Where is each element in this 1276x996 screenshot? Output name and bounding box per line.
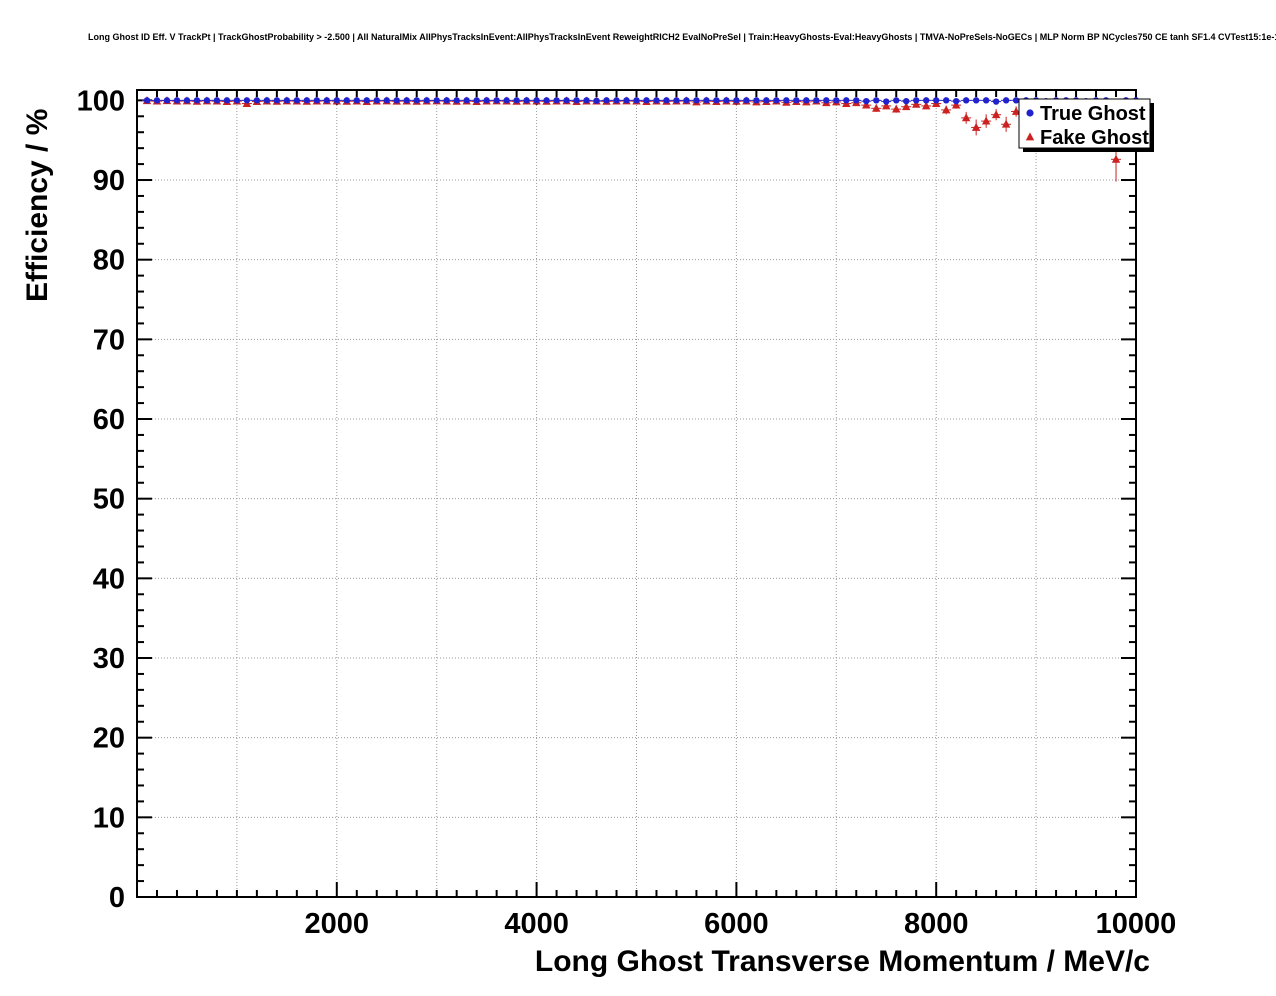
svg-text:50: 50 <box>93 484 125 516</box>
legend-marker-true-ghost-circle-icon <box>1026 109 1034 117</box>
y-tick-labels: 0 10 20 30 40 50 60 70 80 90 100 <box>77 85 125 914</box>
x-tick-labels: 2000 4000 6000 8000 10000 <box>305 908 1177 940</box>
plot-frame <box>136 89 1137 898</box>
svg-text:10000: 10000 <box>1096 908 1177 940</box>
axis-ticks <box>137 90 1137 898</box>
svg-text:40: 40 <box>93 563 125 595</box>
legend-marker-fake-ghost-triangle-icon <box>1025 132 1035 141</box>
svg-text:80: 80 <box>93 245 125 277</box>
svg-text:90: 90 <box>93 165 125 197</box>
gridlines <box>137 90 1137 897</box>
legend-label-true-ghost: True Ghost <box>1040 103 1146 125</box>
x-axis-title: Long Ghost Transverse Momentum / MeV/c <box>535 945 1150 978</box>
svg-text:8000: 8000 <box>904 908 969 940</box>
series-fake-ghost <box>141 96 1141 182</box>
svg-text:6000: 6000 <box>704 908 769 940</box>
svg-text:2000: 2000 <box>305 908 370 940</box>
y-axis-title: Efficiency / % <box>21 109 54 302</box>
legend-label-fake-ghost: Fake Ghost <box>1040 127 1149 149</box>
svg-text:70: 70 <box>93 324 125 356</box>
svg-text:20: 20 <box>93 723 125 755</box>
svg-text:60: 60 <box>93 404 125 436</box>
plot-title: Long Ghost ID Eff. V TrackPt | TrackGhos… <box>88 32 1276 42</box>
svg-text:4000: 4000 <box>504 908 569 940</box>
svg-text:100: 100 <box>77 85 125 117</box>
svg-text:10: 10 <box>93 802 125 834</box>
svg-text:0: 0 <box>109 882 125 914</box>
svg-text:30: 30 <box>93 643 125 675</box>
